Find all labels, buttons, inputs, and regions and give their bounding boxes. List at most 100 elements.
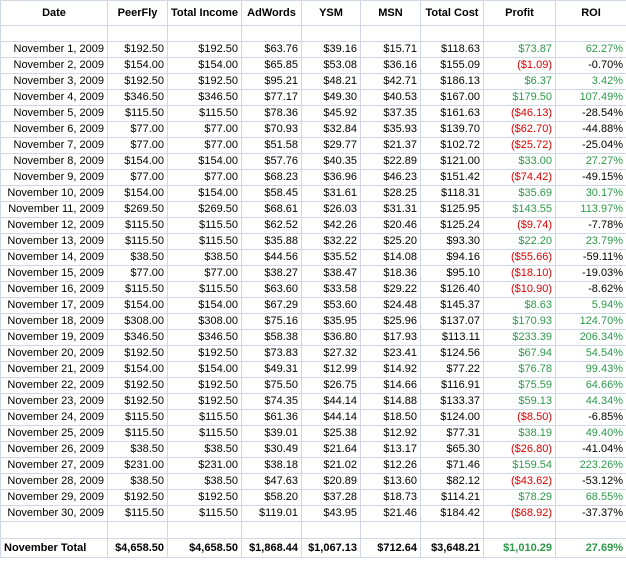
header-date[interactable]: Date <box>0 0 108 26</box>
empty-cell[interactable] <box>167 25 242 42</box>
date-cell[interactable]: November 5, 2009 <box>0 105 108 122</box>
total-income-cell[interactable]: $154.00 <box>167 57 242 74</box>
date-cell[interactable]: November 26, 2009 <box>0 441 108 458</box>
msn-cell[interactable]: $14.08 <box>360 249 421 266</box>
empty-cell[interactable] <box>241 521 302 539</box>
total-income-cell[interactable]: $192.50 <box>167 377 242 394</box>
date-cell[interactable]: November 15, 2009 <box>0 265 108 282</box>
total-cost-cell[interactable]: $65.30 <box>420 441 484 458</box>
msn-cell[interactable]: $29.22 <box>360 281 421 298</box>
ysm-cell[interactable]: $40.35 <box>301 153 361 170</box>
adwords-cell[interactable]: $77.17 <box>241 89 302 106</box>
total-cost-cell[interactable]: $125.95 <box>420 201 484 218</box>
peerfly-cell[interactable]: $192.50 <box>107 489 168 506</box>
total-cost-cell[interactable]: $95.10 <box>420 265 484 282</box>
peerfly-cell[interactable]: $154.00 <box>107 361 168 378</box>
empty-cell[interactable] <box>483 25 556 42</box>
profit-cell[interactable]: $76.78 <box>483 361 556 378</box>
profit-cell[interactable]: ($26.80) <box>483 441 556 458</box>
total-income-cell[interactable]: $346.50 <box>167 89 242 106</box>
total-label-cell[interactable]: November Total <box>0 538 108 558</box>
total-cost-cell[interactable]: $155.09 <box>420 57 484 74</box>
roi-cell[interactable]: 68.55% <box>555 489 626 506</box>
adwords-cell[interactable]: $30.49 <box>241 441 302 458</box>
ysm-cell[interactable]: $43.95 <box>301 505 361 522</box>
total-income-cell[interactable]: $154.00 <box>167 153 242 170</box>
empty-cell[interactable] <box>420 521 484 539</box>
date-cell[interactable]: November 6, 2009 <box>0 121 108 138</box>
peerfly-cell[interactable]: $346.50 <box>107 329 168 346</box>
profit-cell[interactable]: $73.87 <box>483 41 556 58</box>
adwords-cell[interactable]: $51.58 <box>241 137 302 154</box>
date-cell[interactable]: November 16, 2009 <box>0 281 108 298</box>
date-cell[interactable]: November 12, 2009 <box>0 217 108 234</box>
total-income-cell[interactable]: $77.00 <box>167 137 242 154</box>
ysm-cell[interactable]: $32.84 <box>301 121 361 138</box>
ysm-cell[interactable]: $53.08 <box>301 57 361 74</box>
peerfly-cell[interactable]: $115.50 <box>107 505 168 522</box>
profit-cell[interactable]: ($62.70) <box>483 121 556 138</box>
msn-cell[interactable]: $21.37 <box>360 137 421 154</box>
adwords-cell[interactable]: $58.38 <box>241 329 302 346</box>
msn-cell[interactable]: $25.20 <box>360 233 421 250</box>
ysm-cell[interactable]: $25.38 <box>301 425 361 442</box>
adwords-cell[interactable]: $95.21 <box>241 73 302 90</box>
peerfly-cell[interactable]: $38.50 <box>107 473 168 490</box>
peerfly-cell[interactable]: $38.50 <box>107 441 168 458</box>
adwords-cell[interactable]: $74.35 <box>241 393 302 410</box>
roi-cell[interactable]: 99.43% <box>555 361 626 378</box>
peerfly-cell[interactable]: $38.50 <box>107 249 168 266</box>
date-cell[interactable]: November 14, 2009 <box>0 249 108 266</box>
roi-cell[interactable]: -59.11% <box>555 249 626 266</box>
ysm-cell[interactable]: $44.14 <box>301 409 361 426</box>
roi-cell[interactable]: 107.49% <box>555 89 626 106</box>
ysm-cell[interactable]: $45.92 <box>301 105 361 122</box>
peerfly-cell[interactable]: $77.00 <box>107 137 168 154</box>
total-income-cell[interactable]: $231.00 <box>167 457 242 474</box>
roi-cell[interactable]: -53.12% <box>555 473 626 490</box>
profit-cell[interactable]: $33.00 <box>483 153 556 170</box>
adwords-cell[interactable]: $61.36 <box>241 409 302 426</box>
total-income-cell[interactable]: $115.50 <box>167 105 242 122</box>
total-cost-cell[interactable]: $126.40 <box>420 281 484 298</box>
empty-cell[interactable] <box>107 521 168 539</box>
total-cost-cell[interactable]: $77.31 <box>420 425 484 442</box>
msn-cell[interactable]: $15.71 <box>360 41 421 58</box>
total-income-cell[interactable]: $38.50 <box>167 473 242 490</box>
roi-cell[interactable]: -8.62% <box>555 281 626 298</box>
roi-cell[interactable]: -0.70% <box>555 57 626 74</box>
total-cost-cell[interactable]: $82.12 <box>420 473 484 490</box>
roi-cell[interactable]: 49.40% <box>555 425 626 442</box>
date-cell[interactable]: November 17, 2009 <box>0 297 108 314</box>
total-cost-cell[interactable]: $94.16 <box>420 249 484 266</box>
msn-cell[interactable]: $20.46 <box>360 217 421 234</box>
profit-cell[interactable]: ($18.10) <box>483 265 556 282</box>
adwords-cell[interactable]: $38.18 <box>241 457 302 474</box>
peerfly-cell[interactable]: $115.50 <box>107 217 168 234</box>
profit-cell[interactable]: $179.50 <box>483 89 556 106</box>
empty-cell[interactable] <box>107 25 168 42</box>
profit-cell[interactable]: ($10.90) <box>483 281 556 298</box>
total-cost-cell[interactable]: $121.00 <box>420 153 484 170</box>
adwords-cell[interactable]: $57.76 <box>241 153 302 170</box>
total-ysm-cell[interactable]: $1,067.13 <box>301 538 361 558</box>
date-cell[interactable]: November 29, 2009 <box>0 489 108 506</box>
total-income-cell[interactable]: $77.00 <box>167 265 242 282</box>
ysm-cell[interactable]: $21.02 <box>301 457 361 474</box>
roi-cell[interactable]: -44.88% <box>555 121 626 138</box>
total-income-cell[interactable]: $77.00 <box>167 169 242 186</box>
date-cell[interactable]: November 11, 2009 <box>0 201 108 218</box>
peerfly-cell[interactable]: $154.00 <box>107 297 168 314</box>
roi-cell[interactable]: 54.54% <box>555 345 626 362</box>
total-income-cell[interactable]: $154.00 <box>167 297 242 314</box>
peerfly-cell[interactable]: $154.00 <box>107 185 168 202</box>
peerfly-cell[interactable]: $192.50 <box>107 377 168 394</box>
msn-cell[interactable]: $40.53 <box>360 89 421 106</box>
date-cell[interactable]: November 8, 2009 <box>0 153 108 170</box>
date-cell[interactable]: November 23, 2009 <box>0 393 108 410</box>
total-income-cell[interactable]: $115.50 <box>167 217 242 234</box>
msn-cell[interactable]: $25.96 <box>360 313 421 330</box>
msn-cell[interactable]: $21.46 <box>360 505 421 522</box>
ysm-cell[interactable]: $26.75 <box>301 377 361 394</box>
profit-cell[interactable]: ($8.50) <box>483 409 556 426</box>
